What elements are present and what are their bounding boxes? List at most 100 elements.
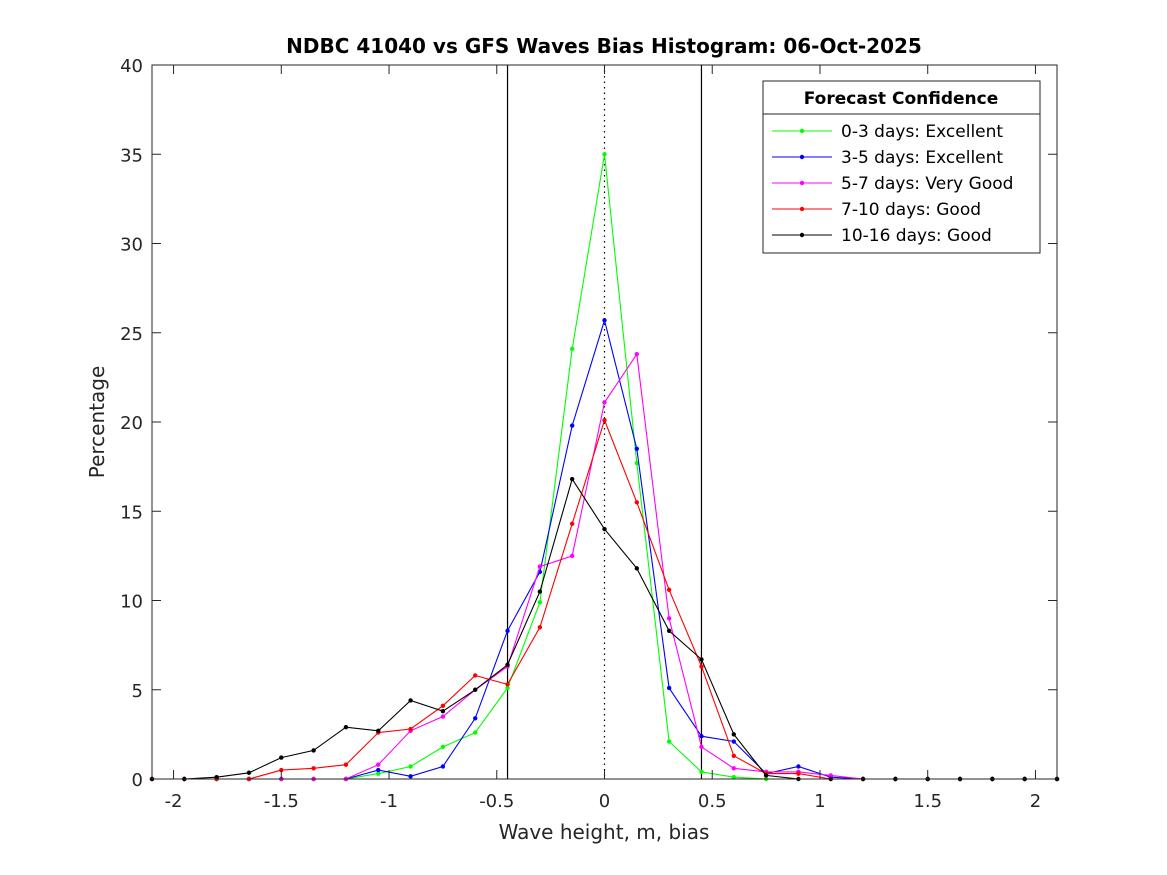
x-tick-label: 1.5 — [913, 791, 942, 812]
data-point — [343, 762, 349, 767]
y-tick-label: 20 — [120, 413, 143, 434]
data-point — [634, 500, 640, 505]
data-point — [666, 628, 672, 634]
x-tick-label: 0 — [599, 791, 610, 812]
x-tick-label: -2 — [165, 791, 183, 812]
legend-label: 5-7 days: Very Good — [841, 174, 1013, 194]
data-point — [537, 625, 543, 630]
data-point — [505, 682, 510, 687]
data-point — [408, 764, 413, 769]
data-point — [473, 716, 478, 721]
legend: Forecast Confidence 0-3 days: Excellent 3… — [762, 80, 1041, 254]
data-point — [602, 526, 607, 532]
legend-label: 0-3 days: Excellent — [841, 122, 1003, 142]
data-point — [699, 769, 704, 775]
data-point — [634, 566, 640, 571]
data-point — [473, 730, 478, 735]
data-point — [666, 616, 672, 621]
data-point — [602, 400, 607, 405]
data-point — [731, 775, 736, 780]
data-point — [473, 687, 478, 692]
y-tick-label: 30 — [120, 235, 143, 256]
data-point — [731, 766, 736, 771]
x-tick-label: -0.5 — [479, 791, 514, 812]
x-tick-label: 1 — [814, 791, 825, 812]
data-point — [569, 553, 575, 559]
data-point — [440, 708, 446, 714]
x-tick-label: 2 — [1030, 791, 1041, 812]
data-point — [763, 773, 769, 778]
data-point — [408, 698, 413, 703]
data-point — [569, 521, 575, 526]
data-point — [537, 600, 543, 605]
y-tick-label: 10 — [120, 592, 143, 613]
chart-title: NDBC 41040 vs GFS Waves Bias Histogram: … — [286, 34, 922, 58]
data-point — [796, 764, 801, 769]
data-point — [666, 739, 672, 744]
data-point — [214, 775, 219, 780]
legend-label: 7-10 days: Good — [841, 200, 981, 220]
data-point — [440, 744, 446, 750]
y-tick-label: 35 — [120, 145, 143, 166]
y-axis-label: Percentage — [85, 366, 109, 479]
data-point — [376, 771, 381, 776]
data-point — [731, 739, 736, 744]
legend-swatch-marker — [799, 154, 805, 160]
data-point — [634, 460, 640, 466]
legend-swatch-marker — [799, 206, 805, 212]
data-point — [408, 726, 413, 732]
legend-swatch-marker — [799, 128, 805, 134]
y-tick-label: 25 — [120, 324, 143, 345]
data-point — [602, 318, 607, 323]
legend-swatch-marker — [799, 180, 805, 186]
data-point — [699, 664, 704, 669]
y-tick-label: 5 — [132, 681, 143, 702]
legend-entry-1: 3-5 days: Excellent — [772, 148, 1003, 168]
legend-title-box — [762, 80, 1041, 115]
data-point — [376, 762, 381, 767]
data-point — [796, 771, 801, 776]
data-point — [343, 725, 349, 730]
legend-label: 10-16 days: Good — [841, 226, 992, 246]
data-point — [569, 423, 575, 428]
y-axis-ticks: 0 5 10 15 20 25 30 35 40 — [120, 56, 1057, 791]
data-point — [473, 673, 478, 678]
legend-entry-2: 5-7 days: Very Good — [772, 174, 1013, 194]
data-point — [440, 764, 446, 769]
data-point — [537, 564, 543, 569]
x-tick-label: -1 — [380, 791, 398, 812]
data-point — [505, 685, 510, 691]
data-point — [634, 446, 640, 451]
data-point — [537, 589, 543, 594]
legend-entry-0: 0-3 days: Excellent — [772, 122, 1003, 142]
data-point — [666, 587, 672, 592]
data-point — [699, 733, 704, 739]
data-point — [440, 703, 446, 709]
data-point — [376, 728, 381, 734]
y-tick-label: 15 — [120, 502, 143, 523]
legend-entry-4: 10-16 days: Good — [772, 226, 992, 246]
data-point — [279, 755, 284, 760]
data-point — [505, 628, 510, 634]
data-point — [505, 662, 510, 667]
x-tick-label: -1.5 — [264, 791, 299, 812]
data-point — [408, 774, 413, 779]
y-tick-label: 40 — [120, 56, 143, 77]
x-axis-label: Wave height, m, bias — [499, 820, 710, 844]
data-point — [569, 476, 575, 482]
data-point — [376, 767, 381, 773]
data-point — [246, 770, 252, 775]
data-point — [311, 766, 316, 771]
data-point — [666, 685, 672, 691]
legend-swatch-marker — [799, 232, 805, 238]
legend-title: Forecast Confidence — [804, 89, 999, 109]
x-axis-ticks: -2 -1.5 -1 -0.5 0 0.5 1 1.5 2 — [165, 65, 1041, 812]
data-point — [311, 748, 316, 753]
x-tick-label: 0.5 — [698, 791, 727, 812]
data-point — [699, 657, 704, 662]
data-point — [828, 773, 833, 778]
y-tick-label: 0 — [132, 770, 143, 791]
data-point — [634, 351, 640, 357]
legend-entries: 0-3 days: Excellent 3-5 days: Excellent 5-… — [772, 122, 1013, 246]
